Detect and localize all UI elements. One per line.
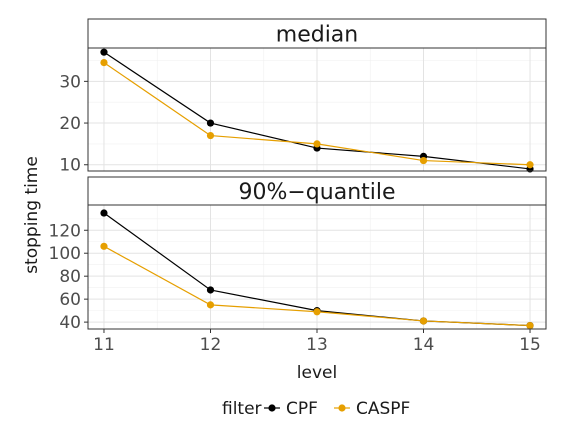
y-tick-label: 80 — [59, 267, 81, 287]
facet-strip-2 — [87, 176, 547, 206]
data-point-caspf — [526, 321, 534, 330]
x-axis-ticks: 11 12 13 14 15 — [93, 329, 541, 355]
data-point-cpf — [100, 209, 108, 217]
x-axis-title: level — [297, 363, 337, 383]
data-point-caspf — [313, 140, 321, 148]
panel-border-1 — [87, 47, 547, 172]
data-point-caspf — [206, 131, 215, 140]
x-tick-label: 13 — [306, 335, 328, 355]
facet-panels: median 10 20 30 90%−quantile 40 60 80 100 120 — [49, 18, 547, 333]
data-point-caspf — [100, 58, 108, 67]
legend-item-cpf: CPF — [264, 399, 318, 419]
y-tick-label: 120 — [49, 221, 81, 241]
y-tick-label: 10 — [59, 156, 81, 176]
data-point-cpf — [206, 119, 215, 127]
y-tick-label: 40 — [59, 313, 81, 333]
facet-title-2: 90%−quantile — [238, 180, 395, 205]
data-point-caspf — [313, 308, 321, 316]
legend-label-cpf: CPF — [286, 399, 318, 419]
legend: filter CPF CASPF — [222, 399, 410, 419]
series-caspf — [100, 58, 534, 169]
data-point-caspf — [526, 161, 534, 169]
y-tick-label: 30 — [59, 72, 81, 92]
y-tick-label: 20 — [59, 114, 81, 134]
y-tick-label: 60 — [59, 290, 81, 310]
legend-key-point-cpf — [268, 404, 276, 412]
facet-title-1: median — [276, 23, 358, 48]
data-point-caspf — [100, 242, 108, 250]
legend-label-caspf: CASPF — [356, 399, 410, 419]
data-point-caspf — [206, 301, 215, 309]
data-point-caspf — [419, 317, 428, 325]
legend-item-caspf: CASPF — [334, 399, 410, 419]
legend-key-point-caspf — [338, 404, 346, 412]
x-tick-label: 14 — [413, 335, 435, 355]
data-point-cpf — [206, 286, 215, 294]
facet-strip-1 — [87, 18, 547, 49]
legend-title: filter — [222, 399, 262, 419]
x-tick-label: 15 — [519, 335, 541, 355]
x-tick-label: 11 — [93, 335, 115, 355]
y-axis-title: stopping time — [22, 156, 42, 274]
x-tick-label: 12 — [200, 335, 222, 355]
data-point-cpf — [100, 48, 108, 56]
facet-panel-2: 90%−quantile 40 60 80 100 120 — [49, 176, 547, 333]
facet-panel-1: median 10 20 30 — [59, 18, 547, 176]
data-point-caspf — [419, 156, 428, 165]
series-caspf — [100, 242, 534, 330]
y-tick-label: 100 — [49, 244, 81, 264]
